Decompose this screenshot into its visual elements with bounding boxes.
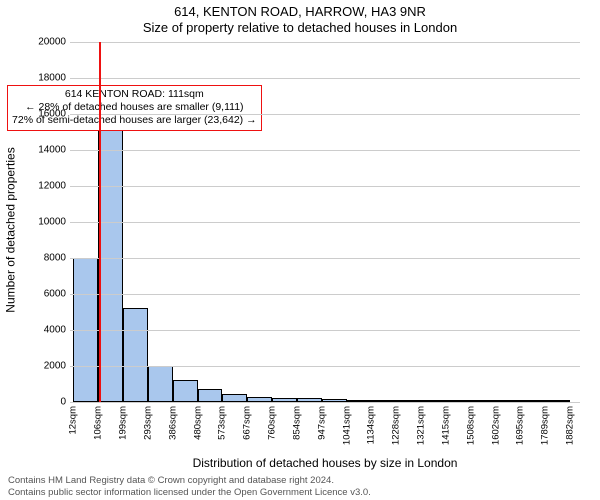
footer-line2: Contains public sector information licen… — [8, 487, 371, 498]
histogram-bar — [173, 380, 198, 402]
y-tick-label: 4000 — [20, 325, 66, 336]
x-tick-label: 106sqm — [93, 406, 104, 440]
histogram-bar — [148, 366, 173, 402]
x-tick-label: 667sqm — [242, 406, 253, 440]
y-tick-label: 14000 — [20, 145, 66, 156]
chart-title-line2: Size of property relative to detached ho… — [0, 20, 600, 35]
x-tick-label: 1134sqm — [366, 406, 377, 444]
x-tick-label: 760sqm — [266, 406, 277, 440]
histogram-bar — [222, 394, 247, 402]
gridline — [70, 258, 580, 259]
gridline — [70, 366, 580, 367]
gridline — [70, 114, 580, 115]
footer-attribution: Contains HM Land Registry data © Crown c… — [8, 475, 371, 498]
y-tick-label: 10000 — [20, 217, 66, 228]
y-tick-label: 20000 — [20, 37, 66, 48]
histogram-bar — [198, 389, 223, 402]
gridline — [70, 42, 580, 43]
x-tick-label: 1228sqm — [391, 406, 402, 445]
x-tick-label: 386sqm — [167, 406, 178, 440]
x-tick-label: 947sqm — [316, 406, 327, 440]
chart-title-line1: 614, KENTON ROAD, HARROW, HA3 9NR — [0, 4, 600, 19]
plot-area: 614 KENTON ROAD: 111sqm ← 28% of detache… — [70, 42, 580, 402]
x-tick-label: 1508sqm — [465, 406, 476, 445]
x-tick-label: 1415sqm — [440, 406, 451, 445]
y-tick-label: 8000 — [20, 253, 66, 264]
y-tick-label: 6000 — [20, 289, 66, 300]
gridline — [70, 150, 580, 151]
y-tick-label: 0 — [20, 397, 66, 408]
reference-line — [99, 42, 101, 402]
x-tick-label: 1695sqm — [515, 406, 526, 445]
x-tick-label: 573sqm — [217, 406, 228, 440]
x-tick-label: 199sqm — [117, 406, 128, 440]
y-tick-label: 12000 — [20, 181, 66, 192]
footer-line1: Contains HM Land Registry data © Crown c… — [8, 475, 371, 486]
x-tick-label: 293sqm — [142, 406, 153, 440]
gridline — [70, 78, 580, 79]
x-tick-label: 1321sqm — [415, 406, 426, 445]
annotation-line1: 614 KENTON ROAD: 111sqm — [12, 88, 257, 101]
y-tick-label: 18000 — [20, 73, 66, 84]
x-tick-label: 480sqm — [192, 406, 203, 440]
x-tick-label: 1882sqm — [564, 406, 575, 445]
gridline — [70, 402, 580, 403]
histogram-bar — [123, 308, 148, 402]
x-axis-label: Distribution of detached houses by size … — [70, 456, 580, 470]
chart-container: 614, KENTON ROAD, HARROW, HA3 9NR Size o… — [0, 0, 600, 500]
x-tick-label: 1602sqm — [490, 406, 501, 445]
x-tick-label: 854sqm — [291, 406, 302, 440]
x-tick-label: 1041sqm — [341, 406, 352, 445]
gridline — [70, 330, 580, 331]
y-tick-label: 2000 — [20, 361, 66, 372]
gridline — [70, 222, 580, 223]
gridline — [70, 186, 580, 187]
x-tick-label: 1789sqm — [540, 406, 551, 445]
histogram-bar — [98, 109, 123, 402]
gridline — [70, 294, 580, 295]
y-tick-label: 16000 — [20, 109, 66, 120]
x-tick-label: 12sqm — [68, 406, 79, 435]
